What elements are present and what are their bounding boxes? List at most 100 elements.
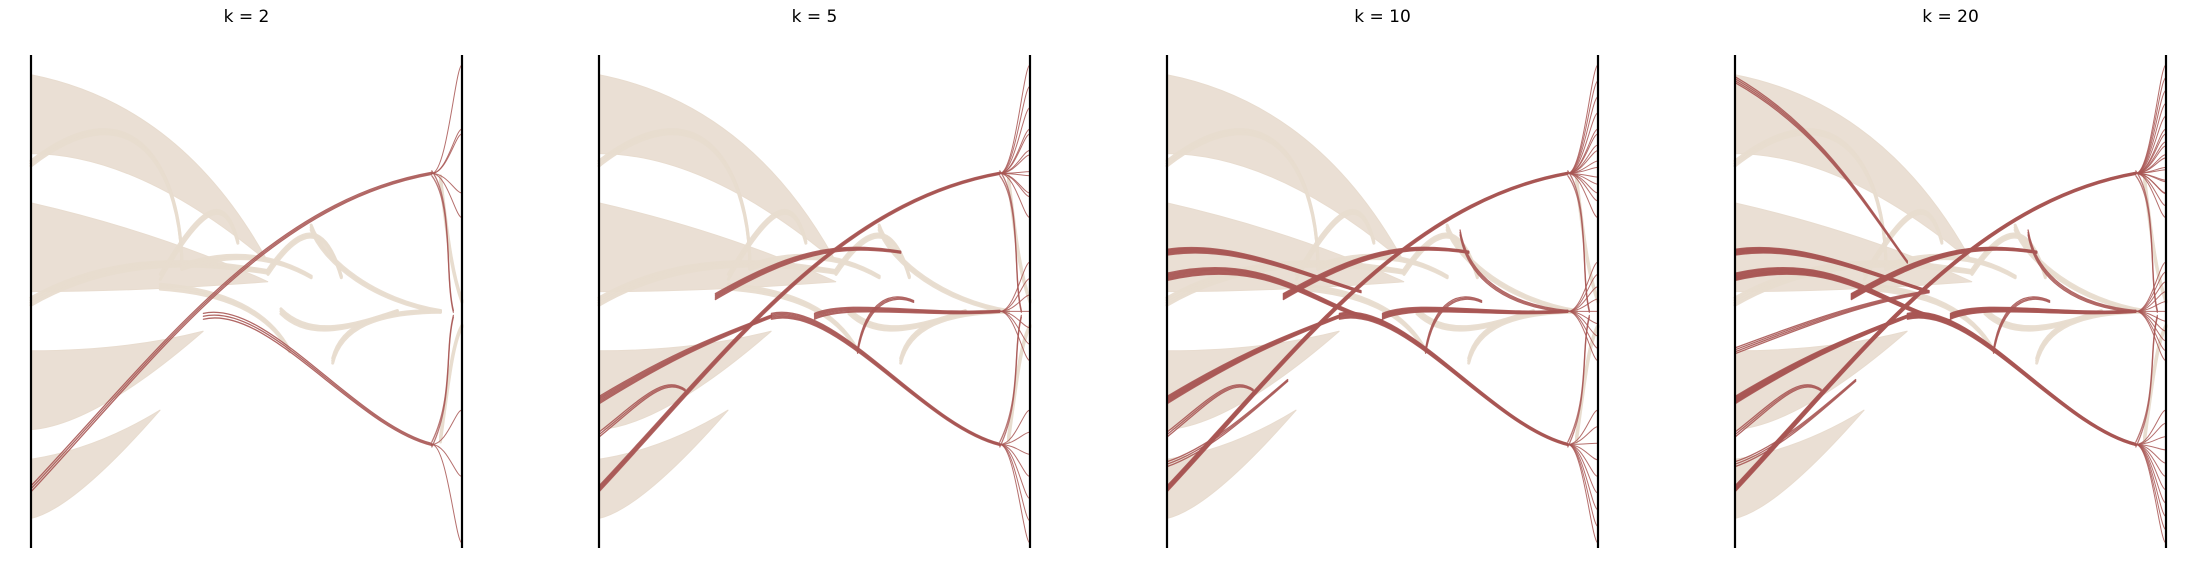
bg-bundle: [1445, 223, 1578, 314]
hl-left-low: [1166, 384, 1254, 438]
hl-fan-top-b: [431, 133, 463, 219]
flow-line: [1316, 257, 1449, 280]
hl-mid-branch: [856, 296, 915, 354]
bg-bundle: [1165, 128, 1320, 270]
bg-bundle: [899, 308, 1010, 365]
flow-line: [1906, 315, 2137, 446]
fan-line: [999, 310, 1031, 329]
fan-line: [431, 443, 463, 478]
bg-bundle: [726, 209, 808, 281]
hl-main-up: [30, 171, 433, 493]
flow-line: [1906, 316, 2137, 446]
fan-line: [999, 172, 1031, 219]
flow-line: [1906, 315, 2137, 446]
fan-line: [2135, 172, 2167, 219]
flow-line: [309, 228, 442, 314]
flow-line: [1467, 310, 1578, 365]
flow-line: [1734, 81, 1909, 264]
flow-line: [1166, 380, 1289, 468]
hl-left-upper-b: [1734, 246, 1930, 294]
flow-line: [202, 311, 433, 445]
flow-line: [1734, 384, 1822, 433]
fan-line: [2135, 409, 2167, 445]
flow-line: [770, 311, 1001, 445]
fan-line: [999, 154, 1031, 174]
flow-line: [30, 171, 433, 487]
hl-fan-mid: [1567, 261, 1599, 362]
flow-line: [726, 211, 808, 281]
fan-line: [1567, 273, 1599, 312]
flow-line: [813, 311, 1001, 320]
fan-line: [2135, 271, 2167, 312]
left-wedge-4: [598, 409, 729, 520]
flow-line: [29, 132, 184, 270]
flow-line: [1338, 316, 1569, 446]
panel-k5: k = 5: [597, 7, 1032, 548]
hl-main-down: [770, 311, 1001, 447]
fan-line: [431, 443, 463, 544]
hl-right-arc-top: [431, 170, 455, 313]
flow-line: [30, 173, 433, 493]
fan-line: [1567, 310, 1599, 362]
flow-line: [1734, 380, 1857, 468]
hl-left-upper: [1734, 267, 1952, 324]
flow-line: [1338, 311, 1569, 445]
bg-bundle: [1862, 282, 1996, 354]
panel-k2: k = 2: [29, 7, 464, 548]
hl-top-left-diagonal: [1734, 76, 1909, 264]
flow-line: [2135, 316, 2159, 448]
flow-line: [770, 316, 1001, 446]
bg-bundle: [180, 253, 313, 280]
hl-fan-top-b: [999, 133, 1031, 219]
bg-bundle: [2035, 308, 2146, 365]
hl-mid-upper: [1850, 246, 2038, 301]
flow-line: [1734, 291, 1930, 353]
background-flow-bundles: [597, 74, 1032, 520]
flow-line: [1166, 273, 1384, 324]
hl-mid-upper: [1282, 246, 1470, 301]
flow-line: [1906, 316, 2137, 446]
flow-line: [1166, 379, 1289, 465]
flow-line: [1166, 386, 1254, 438]
hl-left-mid: [598, 314, 773, 405]
flow-line: [1459, 231, 1569, 313]
fan-line: [431, 172, 463, 219]
fan-line: [2135, 89, 2167, 174]
fan-line: [2135, 310, 2167, 342]
flow-line: [1862, 287, 1996, 354]
hl-left-low: [598, 384, 686, 438]
panel-title: k = 20: [1922, 7, 1979, 27]
panel-k20: k = 20: [1733, 7, 2168, 548]
flow-line: [2027, 229, 2137, 312]
bg-bundle: [1294, 282, 1428, 354]
bg-bundle: [331, 308, 442, 365]
hl-right-arc-top: [1567, 170, 1591, 313]
flow-line: [1338, 312, 1569, 445]
hl-fan-top: [1567, 64, 1599, 194]
hl-right-branch: [1459, 229, 1569, 313]
fan-line: [1567, 172, 1599, 219]
background-flow-bundles: [29, 74, 464, 520]
hl-fan-mid: [999, 261, 1031, 362]
bg-bundle: [1294, 209, 1376, 281]
hl-fan-bot: [431, 409, 463, 544]
flow-line: [1733, 132, 1888, 270]
background-flow-bundles: [1165, 74, 1600, 520]
highlighted-flow-bundles: [598, 64, 1031, 544]
flow-line: [1166, 378, 1289, 463]
hl-left-low: [1734, 384, 1822, 438]
hl-right-arc-top: [999, 170, 1023, 313]
fan-line: [1567, 64, 1599, 174]
fan-line: [2135, 310, 2167, 352]
flow-line: [2027, 234, 2137, 313]
flow-line: [1459, 229, 1569, 312]
flow-line: [309, 223, 442, 312]
bg-bundle: [1733, 128, 1888, 270]
left-wedge-4: [30, 409, 161, 520]
fan-line: [999, 133, 1031, 174]
flow-line: [598, 384, 686, 433]
hl-fan-mid: [2135, 261, 2167, 362]
bg-bundle: [1574, 323, 1600, 444]
flow-line: [770, 312, 1001, 445]
